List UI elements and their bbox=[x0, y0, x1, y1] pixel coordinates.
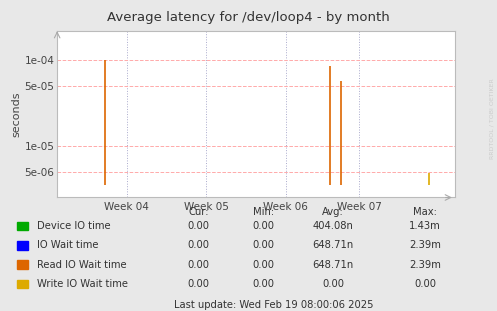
Text: 2.39m: 2.39m bbox=[409, 260, 441, 270]
Text: RRDTOOL / TOBI OETIKER: RRDTOOL / TOBI OETIKER bbox=[490, 78, 495, 159]
Text: Min:: Min: bbox=[253, 207, 274, 217]
Text: 0.00: 0.00 bbox=[188, 279, 210, 289]
Text: 0.00: 0.00 bbox=[188, 221, 210, 231]
Text: 0.00: 0.00 bbox=[252, 260, 274, 270]
Text: IO Wait time: IO Wait time bbox=[37, 240, 99, 250]
Text: Cur:: Cur: bbox=[188, 207, 209, 217]
Text: Last update: Wed Feb 19 08:00:06 2025: Last update: Wed Feb 19 08:00:06 2025 bbox=[173, 300, 373, 310]
Text: 0.00: 0.00 bbox=[188, 240, 210, 250]
Text: 0.00: 0.00 bbox=[252, 279, 274, 289]
Text: Average latency for /dev/loop4 - by month: Average latency for /dev/loop4 - by mont… bbox=[107, 11, 390, 24]
Text: 2.39m: 2.39m bbox=[409, 240, 441, 250]
Text: 0.00: 0.00 bbox=[322, 279, 344, 289]
Text: 0.00: 0.00 bbox=[252, 221, 274, 231]
Text: 648.71n: 648.71n bbox=[313, 240, 353, 250]
Text: Device IO time: Device IO time bbox=[37, 221, 111, 231]
Text: 0.00: 0.00 bbox=[414, 279, 436, 289]
Text: Write IO Wait time: Write IO Wait time bbox=[37, 279, 128, 289]
Y-axis label: seconds: seconds bbox=[12, 91, 22, 137]
Text: 1.43m: 1.43m bbox=[409, 221, 441, 231]
Text: 0.00: 0.00 bbox=[188, 260, 210, 270]
Text: 0.00: 0.00 bbox=[252, 240, 274, 250]
Text: Read IO Wait time: Read IO Wait time bbox=[37, 260, 127, 270]
Text: Avg:: Avg: bbox=[322, 207, 344, 217]
Text: Max:: Max: bbox=[413, 207, 437, 217]
Text: 404.08n: 404.08n bbox=[313, 221, 353, 231]
Text: 648.71n: 648.71n bbox=[313, 260, 353, 270]
